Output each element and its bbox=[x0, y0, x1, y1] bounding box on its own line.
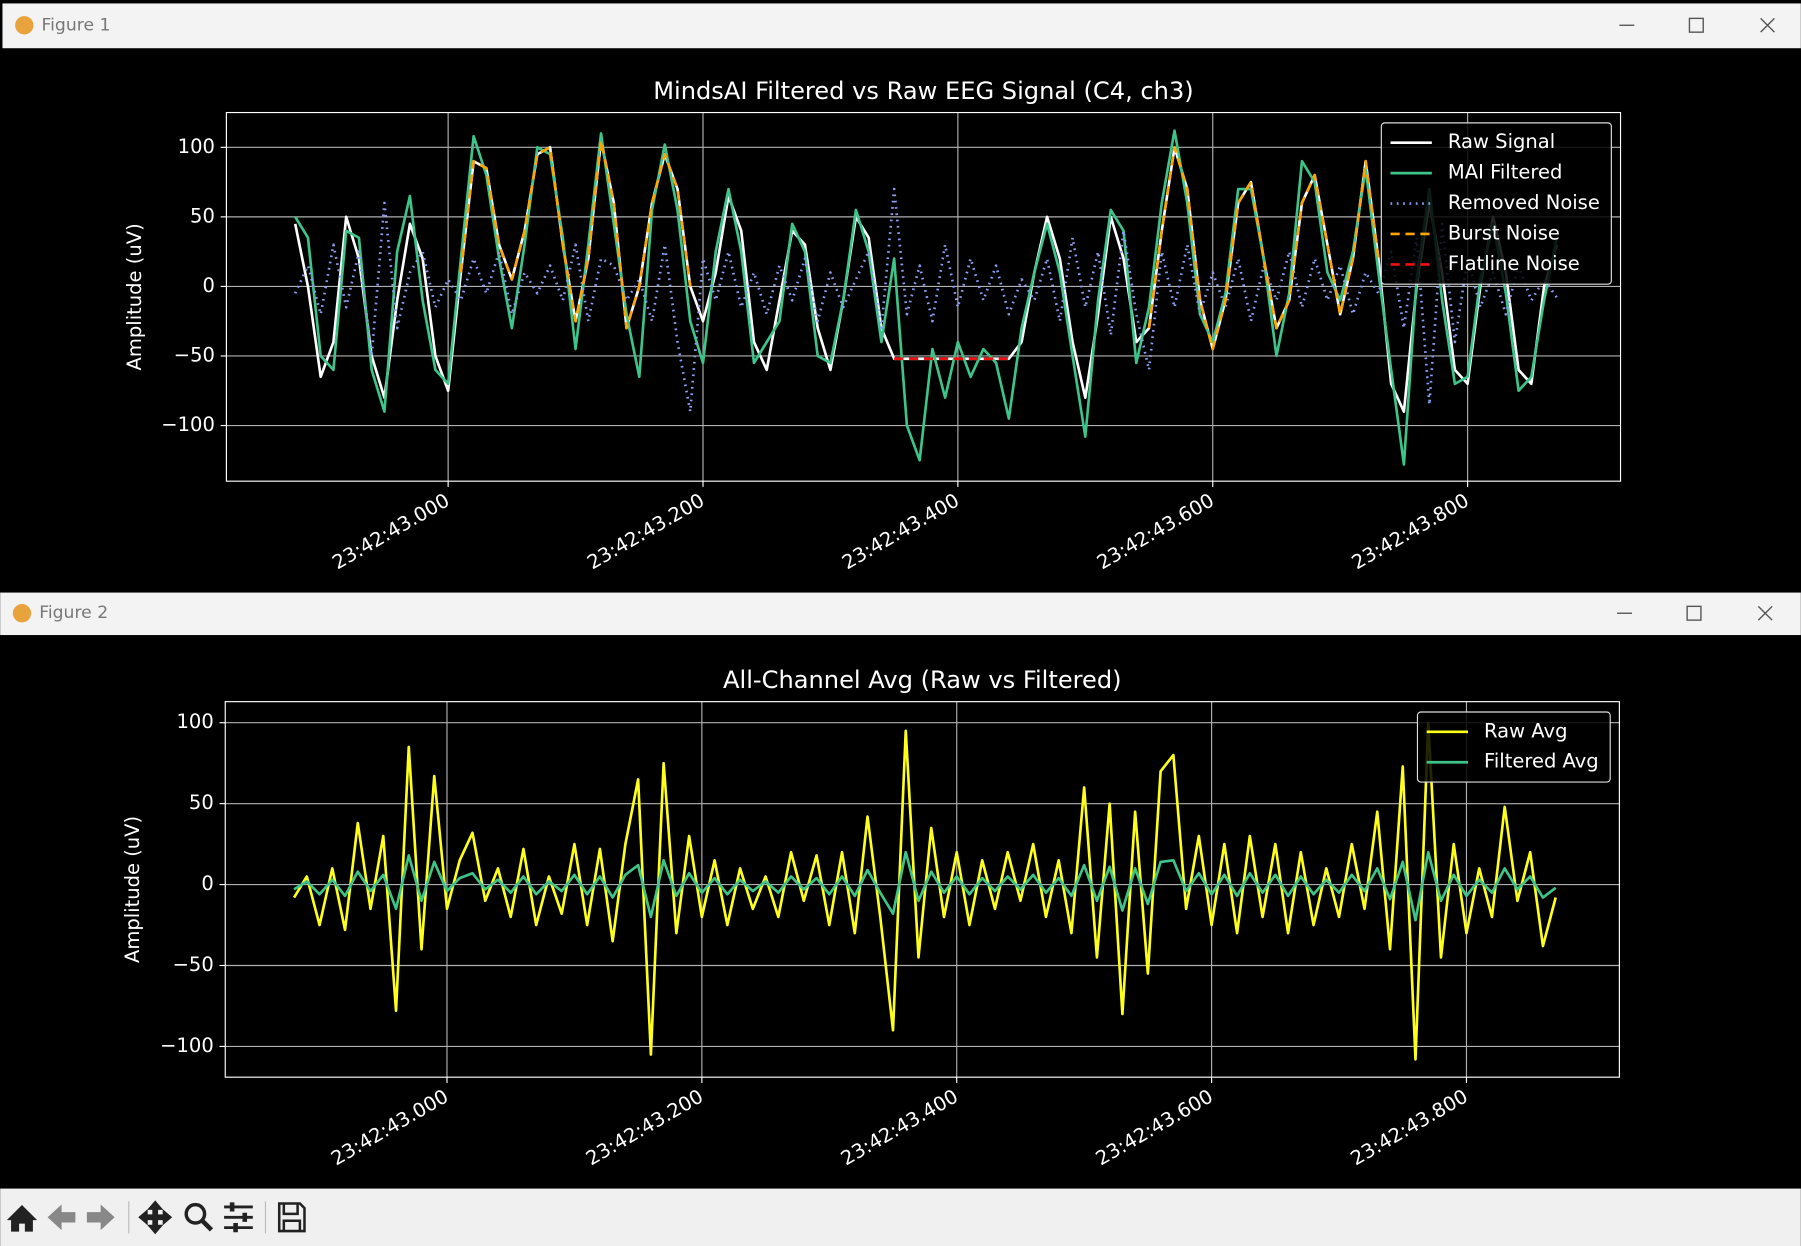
app-icon bbox=[15, 16, 34, 35]
title-bar bbox=[2, 3, 1801, 49]
plot-frame bbox=[225, 111, 1622, 482]
y-tick-label: 0 bbox=[202, 274, 214, 297]
y-tick-label: 50 bbox=[189, 791, 214, 814]
legend-label: Removed Noise bbox=[1448, 191, 1600, 214]
y-tick-label: 0 bbox=[201, 872, 213, 895]
legend-label: Filtered Avg bbox=[1484, 750, 1599, 773]
zoom-handle bbox=[200, 1219, 214, 1232]
legend-label: Burst Noise bbox=[1448, 221, 1560, 244]
home-button[interactable] bbox=[6, 1204, 38, 1232]
maximize-button[interactable] bbox=[1686, 605, 1702, 621]
window-title: Figure 2 bbox=[39, 603, 108, 623]
series-line bbox=[293, 850, 1557, 922]
legend-label: Flatline Noise bbox=[1448, 252, 1580, 275]
y-tick-label: −100 bbox=[160, 1034, 214, 1057]
toolbar bbox=[0, 1188, 1801, 1246]
y-tick-label: 50 bbox=[190, 204, 215, 227]
legend-box bbox=[1380, 122, 1612, 285]
y-tick-label: −50 bbox=[174, 343, 215, 366]
series-line bbox=[294, 129, 1559, 466]
forward-button[interactable] bbox=[86, 1204, 115, 1231]
y-tick-label: 100 bbox=[177, 710, 214, 733]
y-tick-label: −100 bbox=[161, 413, 215, 436]
pan-button[interactable] bbox=[138, 1200, 173, 1235]
close-button[interactable] bbox=[1757, 605, 1773, 621]
series-line bbox=[292, 721, 1557, 1061]
y-tick-label: −50 bbox=[173, 953, 214, 976]
y-tick-label: 100 bbox=[178, 135, 215, 158]
chart-title: MindsAI Filtered vs Raw EEG Signal (C4, … bbox=[653, 77, 1193, 105]
maximize-button[interactable] bbox=[1688, 17, 1704, 33]
zoom-button[interactable] bbox=[184, 1202, 207, 1225]
configure-button[interactable] bbox=[224, 1205, 253, 1230]
legend-label: MAI Filtered bbox=[1448, 161, 1562, 184]
plot-frame bbox=[224, 701, 1620, 1078]
series-line bbox=[459, 139, 1380, 351]
y-axis-label: Amplitude (uV) bbox=[123, 223, 146, 370]
y-axis-label: Amplitude (uV) bbox=[121, 816, 144, 963]
close-button[interactable] bbox=[1760, 17, 1775, 33]
legend-label: Raw Signal bbox=[1448, 130, 1555, 153]
chart-title: All-Channel Avg (Raw vs Filtered) bbox=[723, 666, 1122, 694]
legend-label: Raw Avg bbox=[1484, 719, 1567, 742]
back-button[interactable] bbox=[47, 1204, 76, 1231]
title-bar bbox=[0, 592, 1801, 636]
save-button[interactable] bbox=[277, 1202, 306, 1233]
window-title: Figure 1 bbox=[42, 15, 111, 35]
app-icon bbox=[12, 604, 32, 623]
legend-box bbox=[1416, 711, 1611, 783]
configure-sliders bbox=[229, 1202, 248, 1233]
